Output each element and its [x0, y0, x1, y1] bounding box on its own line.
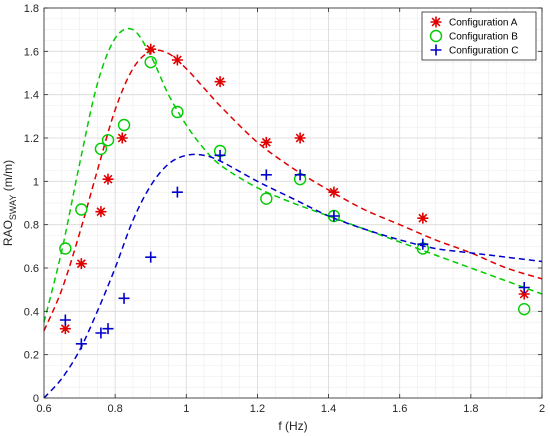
- y-tick-label: 1.2: [24, 133, 39, 145]
- data-point-series-1: [171, 54, 183, 66]
- data-point-series-1: [518, 288, 530, 300]
- fitted-curve-series-3: [43, 153, 543, 399]
- x-tick-label: 1.2: [250, 403, 265, 415]
- legend-label-series-2: Configuration B: [449, 32, 518, 43]
- y-axis-title-subscript: SWAY: [8, 195, 18, 221]
- data-point-series-3: [171, 186, 183, 198]
- y-tick-label: 0.8: [24, 220, 39, 232]
- data-point-series-3: [417, 238, 429, 250]
- tick-marks: [43, 7, 543, 399]
- legend: Configuration A Configuration B Configurat…: [421, 11, 537, 61]
- data-point-series-1: [417, 212, 429, 224]
- y-tick-label: 1.8: [24, 3, 39, 15]
- data-point-series-3: [118, 292, 130, 304]
- y-tick-label: 1: [33, 176, 39, 188]
- data-point-series-1: [95, 206, 107, 218]
- data-point-series-3: [145, 251, 157, 263]
- legend-label-series-3: Configuration C: [449, 46, 518, 57]
- data-point-series-1: [145, 43, 157, 55]
- fitted-curve-series-2: [43, 27, 543, 323]
- x-axis-title-text: f (Hz): [278, 419, 307, 433]
- y-tick-label: 0.4: [24, 306, 39, 318]
- x-tick-label: 2: [539, 403, 545, 415]
- fitted-curves: [43, 27, 543, 399]
- y-tick-label: 0: [33, 393, 39, 405]
- data-point-series-1: [214, 76, 226, 88]
- data-point-series-2: [144, 55, 157, 69]
- plot-frame: [43, 7, 543, 399]
- data-point-series-2: [75, 203, 88, 216]
- x-tick-label: 1: [183, 403, 189, 415]
- y-tick-label: 1.4: [24, 90, 39, 102]
- data-point-series-3: [102, 323, 114, 335]
- data-point-series-3: [328, 210, 340, 222]
- y-tick-label: 0.2: [24, 350, 39, 362]
- data-point-series-3: [95, 327, 107, 339]
- data-point-series-2: [117, 118, 131, 132]
- x-tick-label: 1.6: [392, 403, 407, 415]
- y-axis-title-main: RAO: [1, 220, 15, 246]
- data-point-series-3: [214, 149, 226, 161]
- data-point-series-3: [294, 169, 306, 181]
- y-tick-labels: 0 0.2 0.4 0.6 0.8 1 1.2 1.4 1.6 1.8: [24, 3, 39, 405]
- y-axis-title-unit: (m/m): [1, 160, 15, 195]
- data-point-series-3: [260, 169, 272, 181]
- y-tick-label: 1.6: [24, 46, 39, 58]
- x-tick-label: 0.6: [36, 403, 51, 415]
- data-point-series-1: [116, 132, 128, 144]
- data-point-series-3: [75, 338, 87, 350]
- data-point-series-1: [260, 136, 272, 148]
- data-point-series-2: [59, 242, 72, 255]
- data-markers: [59, 43, 531, 350]
- legend-items: Configuration A Configuration B Configurat…: [429, 16, 518, 57]
- data-point-series-2: [518, 302, 531, 316]
- data-point-series-1: [59, 323, 71, 335]
- x-axis-title: f (Hz): [278, 419, 307, 433]
- data-point-series-2: [171, 105, 184, 119]
- data-point-series-1: [294, 132, 306, 144]
- x-tick-label: 0.8: [107, 403, 122, 415]
- data-point-series-3: [59, 314, 71, 326]
- legend-marker-series-1: [430, 16, 442, 28]
- x-tick-labels: 0.6 0.8 1 1.2 1.4 1.6 1.8 2: [36, 403, 545, 415]
- x-tick-label: 1.4: [321, 403, 336, 415]
- data-point-series-3: [518, 282, 530, 293]
- legend-marker-series-2: [429, 29, 443, 43]
- data-point-series-2: [260, 192, 273, 205]
- data-point-series-1: [328, 186, 340, 198]
- data-point-series-2: [94, 142, 108, 156]
- data-point-series-1: [102, 173, 114, 185]
- data-point-series-1: [75, 258, 87, 270]
- legend-label-series-1: Configuration A: [449, 18, 518, 29]
- legend-marker-series-3: [430, 44, 442, 56]
- y-axis-title: RAOSWAY (m/m): [1, 160, 18, 246]
- data-point-series-2: [101, 133, 115, 147]
- fitted-curve-series-1: [43, 49, 543, 332]
- y-tick-label: 0.6: [24, 263, 39, 275]
- x-tick-label: 1.8: [463, 403, 478, 415]
